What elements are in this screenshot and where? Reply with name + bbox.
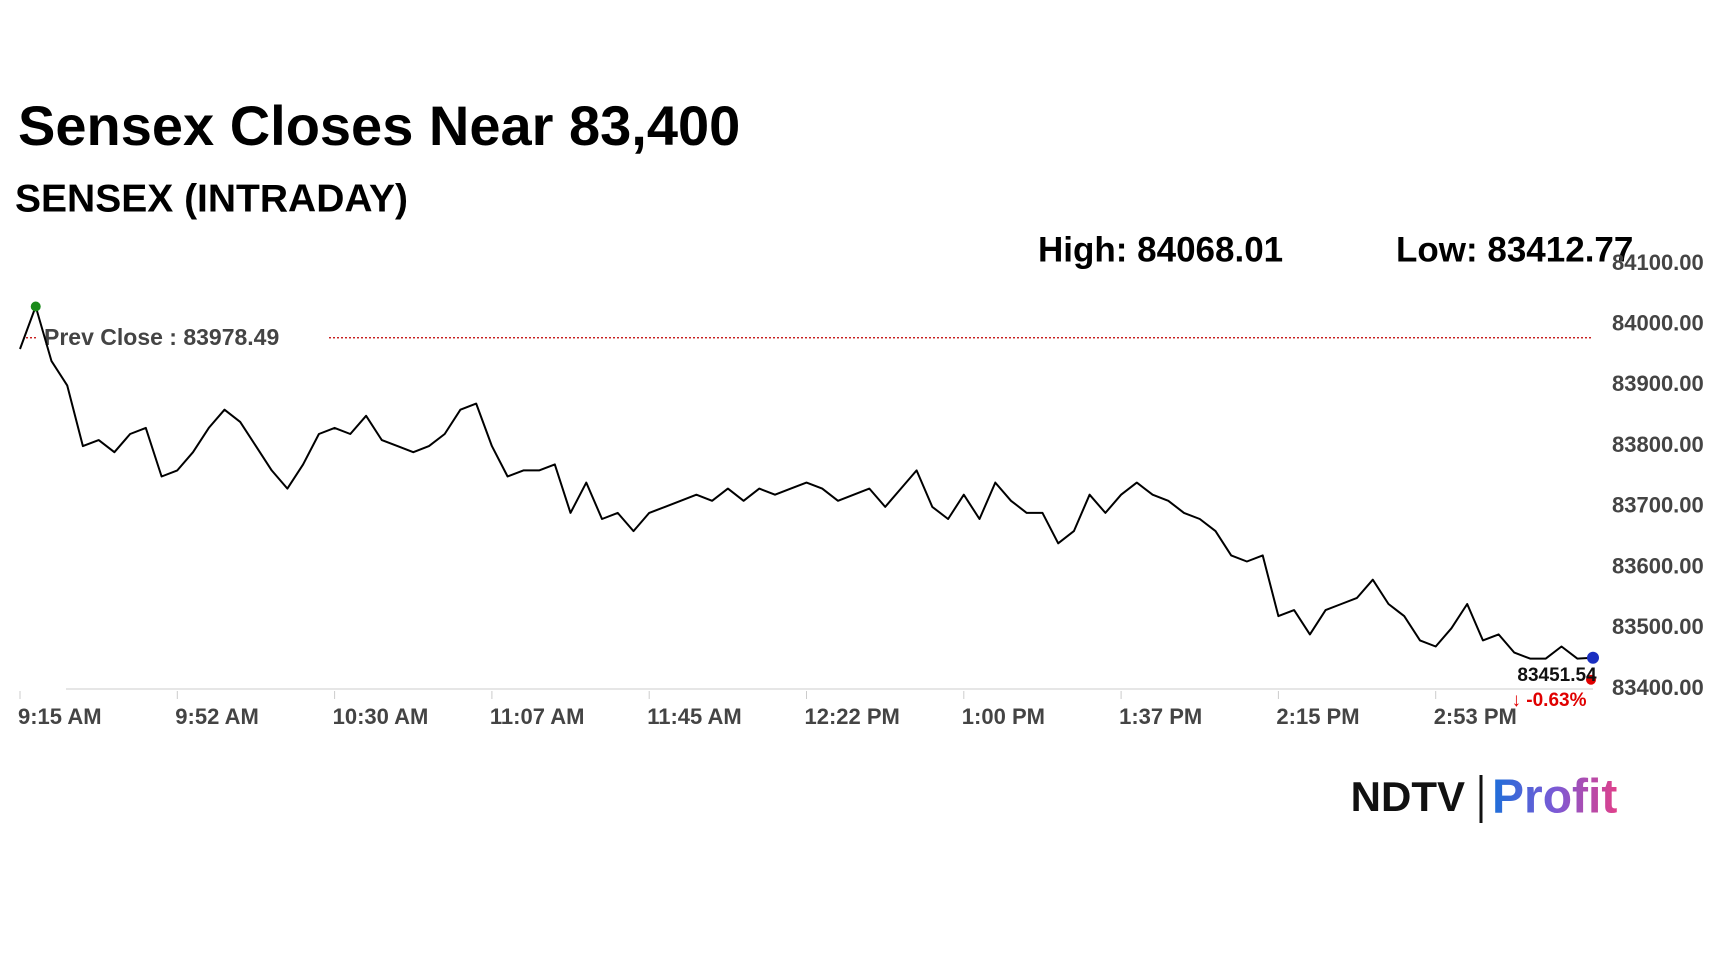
high-dot xyxy=(30,301,41,312)
y-tick-label: 83600.00 xyxy=(1612,553,1704,578)
y-tick-label: 83700.00 xyxy=(1612,493,1704,518)
logo-profit: Profit xyxy=(1492,771,1617,824)
logo-ndtv: NDTV xyxy=(1351,773,1465,820)
y-tick-label: 83400.00 xyxy=(1612,675,1704,700)
change-label: ↓ -0.63% xyxy=(1512,690,1587,711)
y-tick-label: 83500.00 xyxy=(1612,614,1704,639)
x-tick-label: 11:45 AM xyxy=(647,704,742,729)
x-tick-label: 2:15 PM xyxy=(1276,704,1359,729)
x-tick-label: 9:15 AM xyxy=(18,704,102,729)
price-line xyxy=(19,305,1594,660)
y-tick-label: 83900.00 xyxy=(1612,371,1704,396)
last-dot xyxy=(1587,651,1599,664)
x-tick-label: 9:52 AM xyxy=(175,704,259,729)
change-dot xyxy=(1586,674,1596,685)
x-tick-label: 1:00 PM xyxy=(962,704,1045,729)
y-tick-label: 84100.00 xyxy=(1612,250,1704,275)
x-tick-label: 11:07 AM xyxy=(490,704,585,729)
chart-subtitle: SENSEX (INTRADAY) xyxy=(15,177,408,220)
last-value-label: 83451.54 xyxy=(1517,665,1597,686)
y-tick-label: 83800.00 xyxy=(1612,432,1704,457)
high-label: High: 84068.01 xyxy=(1038,230,1283,269)
x-tick-label: 2:53 PM xyxy=(1434,704,1517,729)
x-tick-label: 10:30 AM xyxy=(333,704,429,729)
y-tick-label: 84000.00 xyxy=(1612,311,1704,336)
reference-label: Prev Close : 83978.49 xyxy=(44,324,279,350)
x-tick-label: 1:37 PM xyxy=(1119,704,1202,729)
chart-title: Sensex Closes Near 83,400 xyxy=(18,94,740,157)
x-tick-label: 12:22 PM xyxy=(805,704,900,729)
low-label: Low: 83412.77 xyxy=(1396,230,1633,269)
